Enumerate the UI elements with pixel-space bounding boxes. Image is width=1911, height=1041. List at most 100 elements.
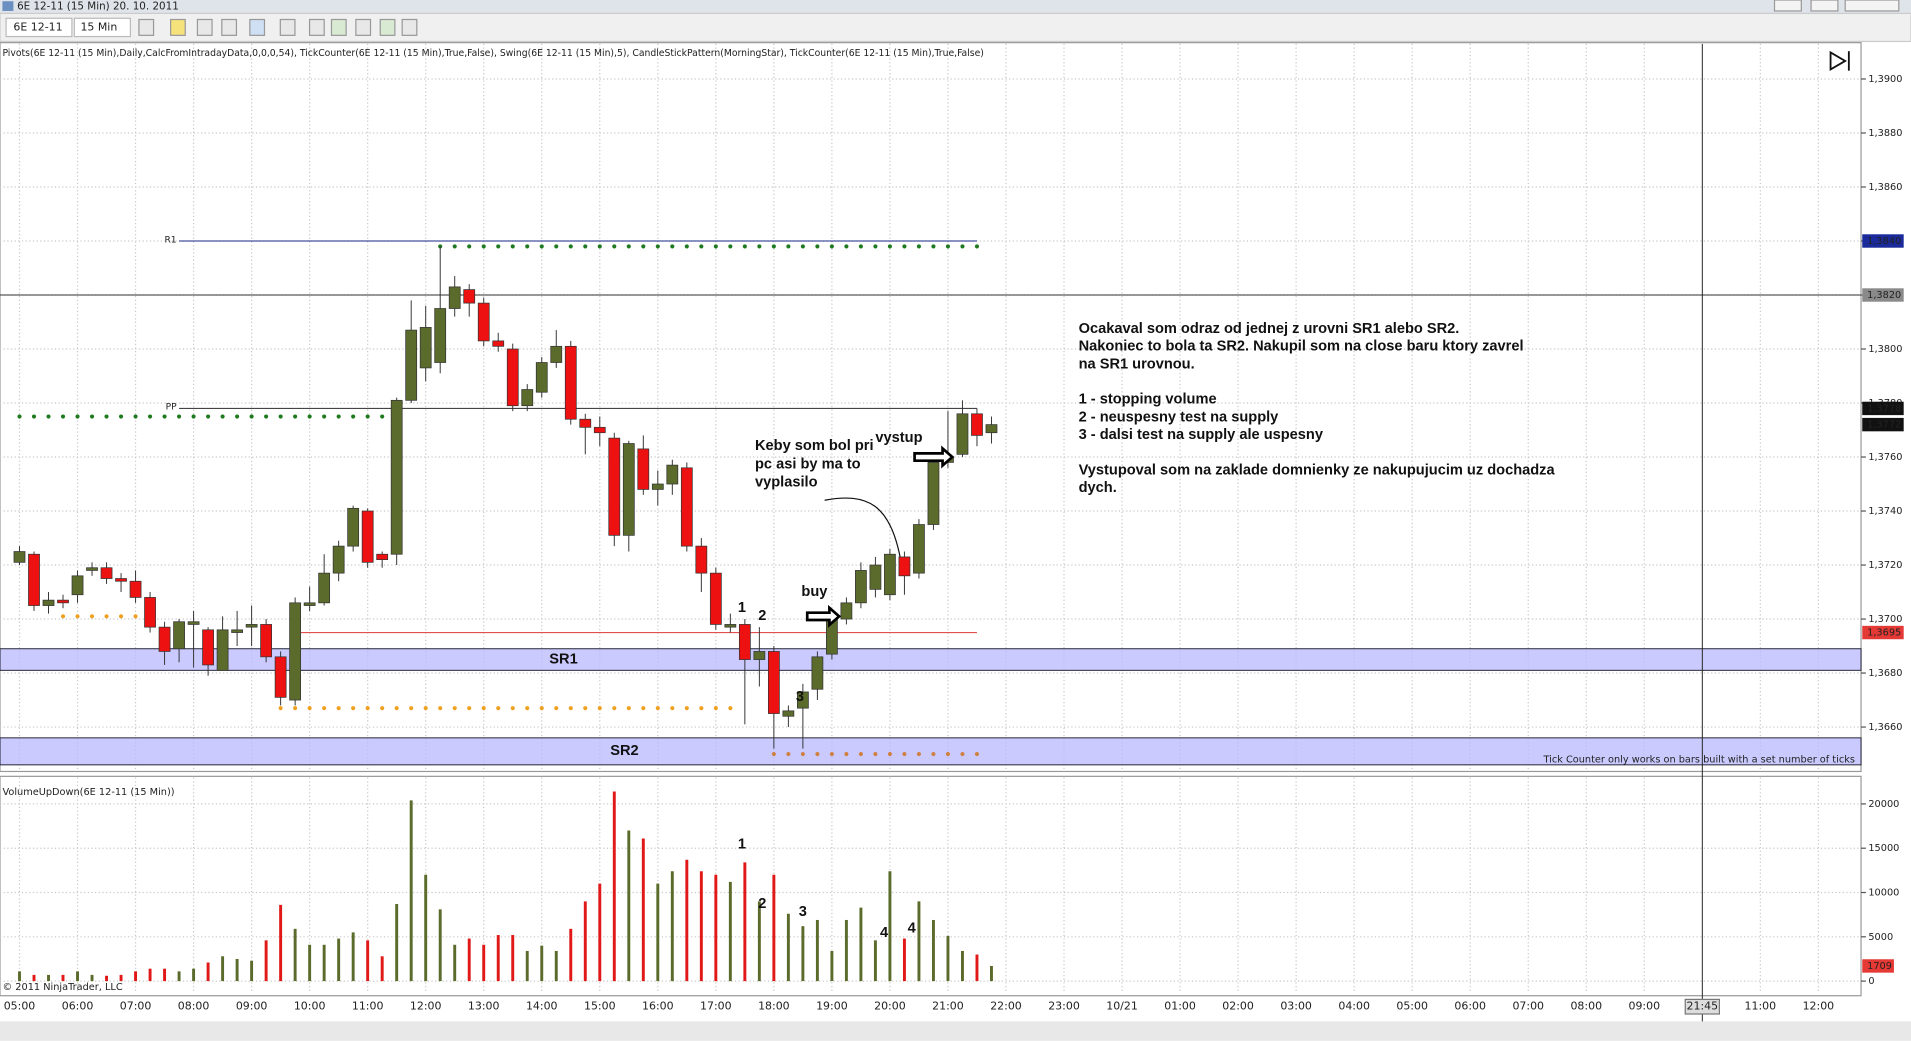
x-tick-label: 06:00 [1454, 1000, 1486, 1013]
price-label: 1,3820 [1867, 290, 1901, 301]
y-tick-label: 1,3660 [1868, 722, 1902, 733]
title-bar [0, 0, 1911, 14]
candle-body [376, 553, 389, 560]
volume-panel [0, 775, 1862, 997]
x-tick-label: 11:00 [1745, 1000, 1777, 1013]
pivot-label: PP [166, 403, 178, 413]
candle-body [709, 572, 722, 625]
x-tick-label: 16:00 [642, 1000, 674, 1013]
candle-body [724, 624, 737, 628]
candle-body [753, 651, 766, 660]
tool-icon[interactable] [401, 18, 418, 36]
candle-body [521, 389, 534, 407]
price-label-box [1862, 417, 1904, 432]
tool-icon[interactable] [170, 18, 186, 36]
candle-body [57, 599, 69, 604]
candle-body [419, 327, 432, 369]
candle-body [564, 345, 577, 420]
volume-number: 4 [908, 921, 917, 937]
tool-icon[interactable] [279, 18, 296, 36]
candle-body [434, 308, 447, 363]
tool-icon[interactable] [196, 18, 213, 36]
candle-body [129, 580, 142, 598]
price-label: 1,3778 [1867, 403, 1901, 414]
y-tick-label: 1,3680 [1868, 668, 1902, 679]
x-tick-label: 18:00 [758, 1000, 790, 1013]
x-tick-label: 11:00 [352, 1000, 384, 1013]
tool-icon[interactable] [138, 18, 155, 36]
candle-body [231, 629, 243, 633]
x-tick-label: 21:00 [932, 1000, 964, 1013]
volume-number: 2 [758, 896, 766, 912]
candle-body [767, 651, 780, 714]
candle-body [405, 329, 418, 401]
price-label-box [1862, 625, 1904, 640]
indicators-line: Pivots(6E 12-11 (15 Min),Daily,CalcFromI… [2, 48, 983, 59]
y-tick-label: 1,3720 [1868, 560, 1902, 571]
tool-icon[interactable] [355, 18, 372, 36]
tool-icon[interactable] [379, 18, 396, 36]
minimize-button[interactable] [1773, 0, 1802, 12]
tool-icon[interactable] [221, 18, 238, 36]
toolbar-icons [138, 18, 418, 36]
comment-line: pc asi by ma to [755, 456, 861, 472]
candle-body [245, 624, 258, 628]
candle-body [550, 345, 563, 363]
y-tick-label: 0 [1868, 976, 1874, 987]
candle-body [651, 483, 664, 490]
price-label: 1,3695 [1867, 628, 1901, 639]
candle-body [637, 448, 650, 490]
x-tick-label: 09:00 [1629, 1000, 1661, 1013]
tool-icon[interactable] [308, 18, 325, 36]
x-tick-label: 23:00 [1048, 1000, 1080, 1013]
x-tick-label: 07:00 [120, 1000, 152, 1013]
play-icon [1829, 50, 1848, 72]
candle-body [913, 524, 925, 574]
candle-body [289, 602, 302, 701]
comment-pointer [824, 497, 901, 558]
candle-body [666, 464, 679, 485]
x-tick-label: 07:00 [1512, 1000, 1544, 1013]
zone [0, 648, 1862, 671]
tool-icon[interactable] [330, 18, 347, 36]
maximize-button[interactable] [1810, 0, 1839, 12]
candle-body [869, 564, 882, 590]
volume-number: 1 [738, 837, 746, 853]
candle-body [927, 462, 940, 525]
y-tick-label: 10000 [1868, 888, 1899, 899]
interval-selector[interactable] [73, 17, 132, 38]
candle-body [535, 362, 548, 393]
exit-label: vystup [875, 430, 922, 446]
x-tick-label: 15:00 [584, 1000, 616, 1013]
tool-icon[interactable] [249, 18, 266, 36]
candle-body [187, 621, 200, 625]
x-tick-label: 05:00 [1396, 1000, 1428, 1013]
candle-body [390, 399, 403, 555]
candle-body [680, 467, 693, 547]
close-button[interactable] [1844, 0, 1900, 12]
candle-body [260, 624, 272, 658]
candle-body [593, 426, 606, 434]
x-tick-label: 09:00 [236, 1000, 268, 1013]
last-volume-box [1862, 959, 1894, 973]
panel-toggle-icon[interactable] [1829, 50, 1850, 72]
candle-body [956, 413, 969, 455]
x-tick-label: 17:00 [700, 1000, 732, 1013]
candle-body [622, 443, 635, 536]
note-line: dych. [1079, 480, 1117, 496]
candle-body [463, 289, 476, 304]
instrument-selector[interactable] [5, 17, 73, 38]
x-tick-label: 14:00 [526, 1000, 558, 1013]
y-tick-label: 1,3760 [1868, 452, 1902, 463]
status-strip [0, 1021, 1911, 1041]
candle-body [506, 348, 519, 407]
comment-line: vyplasilo [755, 475, 818, 491]
note-line: na SR1 urovnou. [1079, 356, 1195, 372]
note-line: 3 - dalsi test na supply ale uspesny [1079, 427, 1324, 443]
crosshair-time-box [1684, 998, 1720, 1015]
y-tick-label: 1,3900 [1868, 74, 1902, 85]
y-tick-label: 1,3700 [1868, 614, 1902, 625]
x-tick-label: 13:00 [468, 1000, 500, 1013]
y-tick-label: 15000 [1868, 843, 1899, 854]
crosshair-time: 21:45 [1687, 1000, 1719, 1013]
